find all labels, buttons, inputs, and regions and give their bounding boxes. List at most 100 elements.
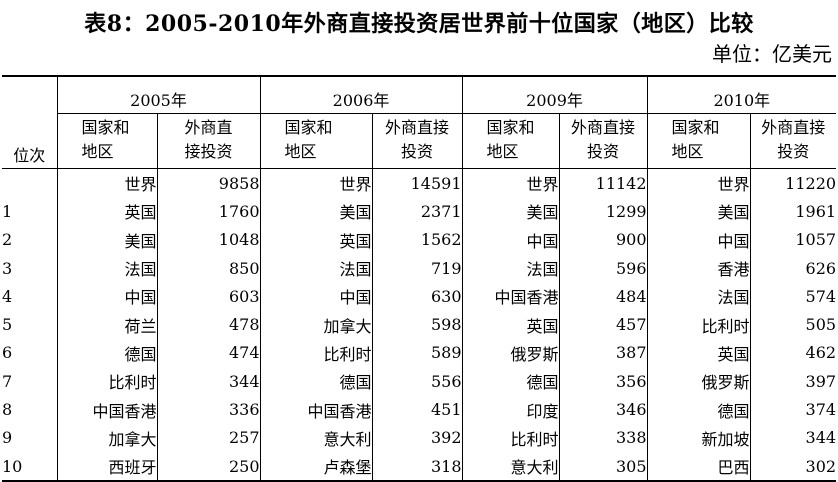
fdi-value-cell: 474: [156, 338, 261, 368]
country-cell: 中国香港: [259, 395, 373, 424]
year-header-2006: 2006年: [259, 75, 463, 114]
table-row: 6 德国 474 比利时 589 俄罗斯 387 英国 462: [2, 338, 837, 368]
country-cell: 中国: [56, 282, 157, 311]
fdi-value-cell: 2371: [371, 197, 463, 226]
fdi-value-cell: 596: [558, 253, 648, 283]
table-row: 8 中国香港 336 中国香港 451 印度 346 德国 374: [2, 395, 837, 424]
country-cell: 荷兰: [56, 310, 157, 339]
fdi-value-cell: 598: [371, 310, 463, 339]
fdi-ranking-table: 位次 2005年 2006年 2009年 2010年 国家和 地区 外商直 接投资 …: [2, 75, 837, 482]
rank-header: 位次: [2, 75, 57, 169]
country-cell: 世界: [646, 168, 751, 198]
country-cell: 意大利: [461, 451, 560, 482]
fdi-value-cell: 1961: [749, 197, 837, 226]
country-cell: 中国香港: [56, 395, 157, 424]
country-cell: 英国: [56, 197, 157, 226]
country-cell: 俄罗斯: [646, 367, 751, 396]
rank-cell: 6: [2, 343, 13, 363]
fdi-value-cell: 257: [156, 423, 261, 452]
fdi-value-cell: 484: [558, 282, 648, 311]
table-row: 9 加拿大 257 意大利 392 比利时 338 新加坡 344: [2, 423, 837, 452]
country-cell: 世界: [461, 168, 560, 198]
fdi-value-cell: 1048: [156, 225, 261, 254]
country-header: 国家和 地区: [56, 113, 157, 169]
fdi-value-cell: 336: [156, 395, 261, 424]
country-cell: 俄罗斯: [461, 338, 560, 368]
fdi-value-cell: 630: [371, 282, 463, 311]
country-cell: 比利时: [461, 423, 560, 452]
country-cell: 西班牙: [56, 451, 157, 482]
fdi-value-cell: 14591: [371, 168, 463, 198]
country-cell: 中国: [259, 282, 373, 311]
table-row: 10 西班牙 250 卢森堡 318 意大利 305 巴西 302: [2, 451, 837, 482]
rank-cell: 8: [2, 400, 13, 420]
fdi-value-cell: 1057: [749, 225, 837, 254]
rank-cell: 9: [2, 428, 13, 448]
country-cell: 中国: [461, 225, 560, 254]
table-row: 世界 9858 世界 14591 世界 11142 世界 11220: [2, 168, 837, 198]
country-cell: 加拿大: [56, 423, 157, 452]
unit-label: 单位：亿美元: [712, 42, 832, 66]
fdi-value-cell: 374: [749, 395, 837, 424]
country-cell: 比利时: [56, 367, 157, 396]
country-cell: 法国: [461, 253, 560, 283]
country-cell: 法国: [259, 253, 373, 283]
fdi-value-cell: 338: [558, 423, 648, 452]
country-cell: 英国: [259, 225, 373, 254]
table-body: 世界 9858 世界 14591 世界 11142 世界 11220 1 英国 1760 美国 2371…: [2, 168, 837, 482]
country-cell: 德国: [646, 395, 751, 424]
fdi-value-cell: 302: [749, 451, 837, 482]
rank-cell: 7: [2, 371, 13, 391]
country-cell: 美国: [56, 225, 157, 254]
country-cell: 中国香港: [461, 282, 560, 311]
table-row: 1 英国 1760 美国 2371 美国 1299 美国 1961: [2, 197, 837, 226]
year-header-2005: 2005年: [56, 75, 261, 114]
fdi-value-cell: 556: [371, 367, 463, 396]
country-header: 国家和 地区: [646, 113, 751, 169]
fdi-value-cell: 589: [371, 338, 463, 368]
fdi-value-cell: 344: [749, 423, 837, 452]
table-row: 5 荷兰 478 加拿大 598 英国 457 比利时 505: [2, 310, 837, 339]
fdi-value-cell: 900: [558, 225, 648, 254]
country-cell: 巴西: [646, 451, 751, 482]
fdi-value-cell: 11220: [749, 168, 837, 198]
fdi-value-cell: 603: [156, 282, 261, 311]
fdi-header: 外商直接投资: [156, 113, 261, 169]
country-cell: 德国: [56, 338, 157, 368]
rank-cell: [2, 169, 57, 198]
country-cell: 香港: [646, 253, 751, 283]
country-cell: 英国: [461, 310, 560, 339]
country-cell: 印度: [461, 395, 560, 424]
country-cell: 中国: [646, 225, 751, 254]
table-title: 表8：2005-2010年外商直接投资居世界前十位国家（地区）比较: [84, 11, 754, 37]
rank-cell: 4: [2, 286, 13, 306]
country-cell: 新加坡: [646, 423, 751, 452]
fdi-value-cell: 850: [156, 253, 261, 283]
country-cell: 比利时: [259, 338, 373, 368]
rank-cell: 10: [2, 451, 57, 482]
rank-cell: 5: [2, 315, 13, 335]
fdi-value-cell: 574: [749, 282, 837, 311]
country-cell: 英国: [646, 338, 751, 368]
table-row: 2 美国 1048 英国 1562 中国 900 中国 1057: [2, 225, 837, 254]
fdi-value-cell: 344: [156, 367, 261, 396]
country-cell: 卢森堡: [259, 451, 373, 482]
fdi-value-cell: 305: [558, 451, 648, 482]
fdi-value-cell: 626: [749, 253, 837, 283]
fdi-value-cell: 1299: [558, 197, 648, 226]
fdi-value-cell: 11142: [558, 168, 648, 198]
country-header: 国家和 地区: [461, 113, 560, 169]
rank-cell: 3: [2, 258, 13, 278]
country-cell: 世界: [259, 168, 373, 198]
country-header: 国家和 地区: [259, 113, 373, 169]
country-cell: 加拿大: [259, 310, 373, 339]
fdi-value-cell: 462: [749, 338, 837, 368]
fdi-value-cell: 346: [558, 395, 648, 424]
fdi-value-cell: 478: [156, 310, 261, 339]
country-cell: 意大利: [259, 423, 373, 452]
country-cell: 法国: [56, 253, 157, 283]
fdi-value-cell: 457: [558, 310, 648, 339]
fdi-header: 外商直接投资: [371, 113, 463, 169]
table-row: 7 比利时 344 德国 556 德国 356 俄罗斯 397: [2, 367, 837, 396]
fdi-value-cell: 250: [156, 451, 261, 482]
